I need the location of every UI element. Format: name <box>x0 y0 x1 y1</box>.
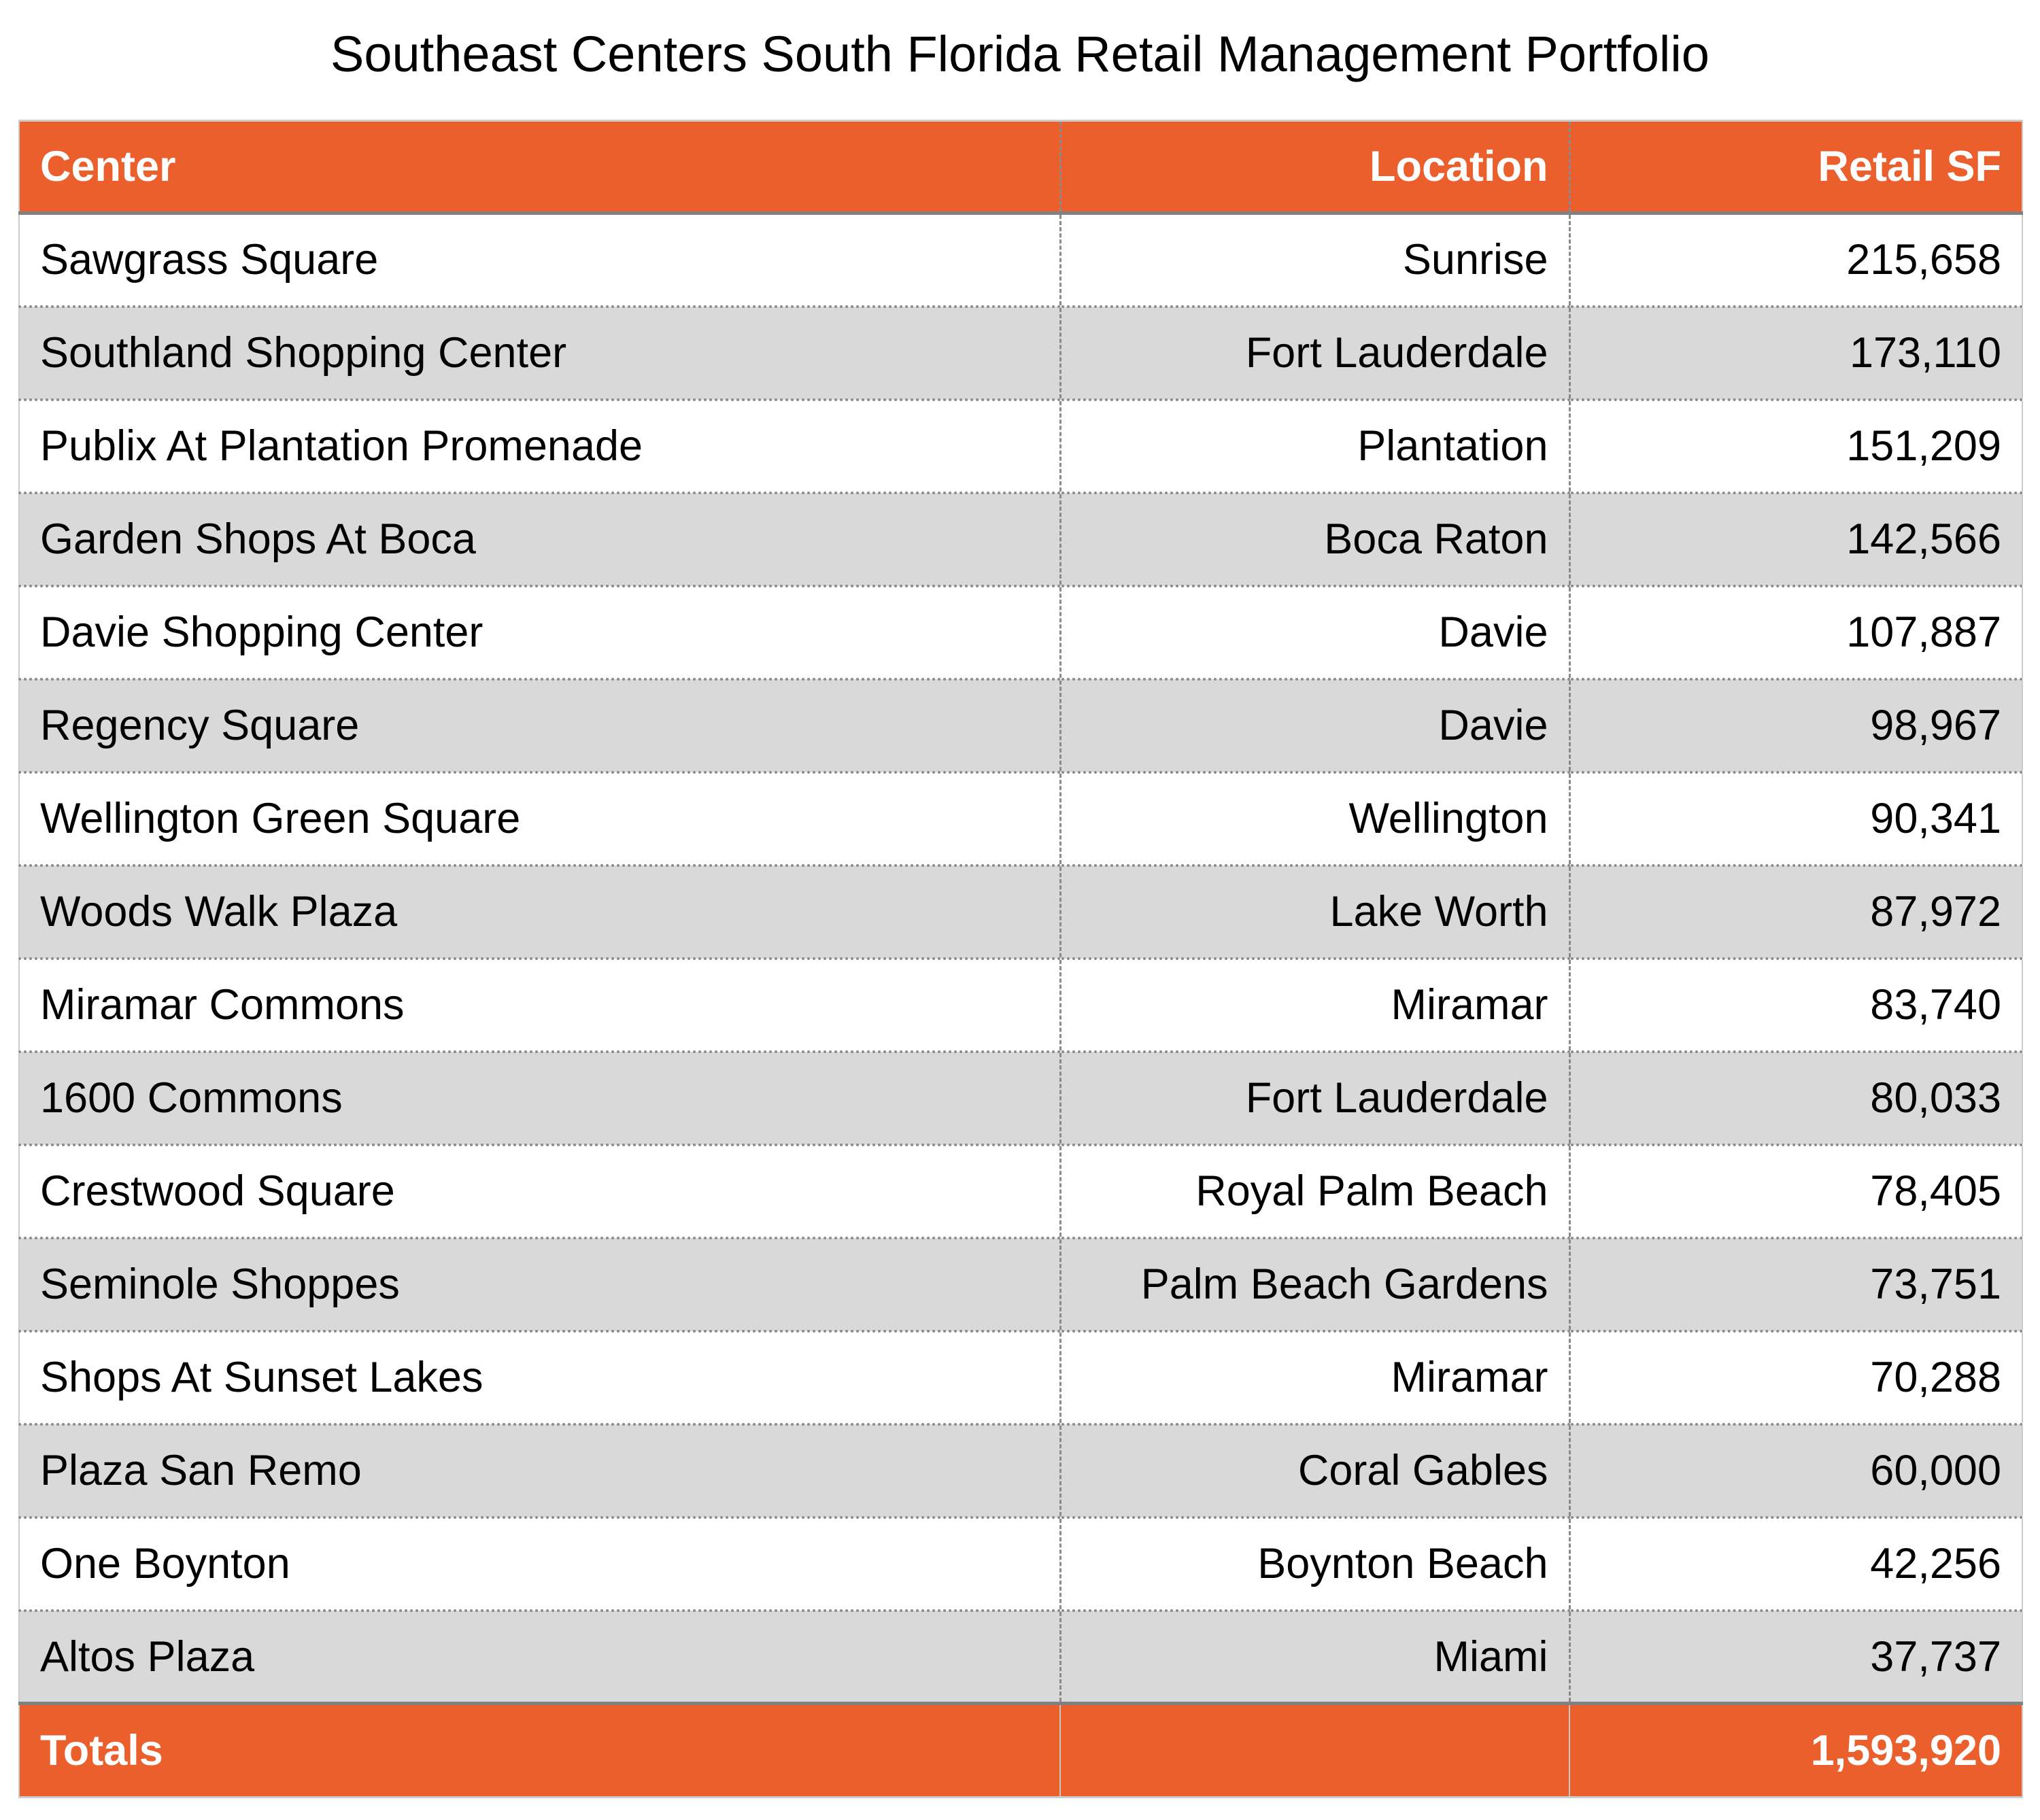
cell-retail-sf: 78,405 <box>1568 1143 2022 1238</box>
totals-retail-sf: 1,593,920 <box>1569 1702 2022 1798</box>
cell-retail-sf: 80,033 <box>1568 1050 2022 1145</box>
cell-center: Crestwood Square <box>19 1143 1060 1238</box>
cell-location: Davie <box>1059 584 1569 679</box>
table-row: Southland Shopping Center Fort Lauderdale… <box>19 305 2022 400</box>
cell-center: Southland Shopping Center <box>19 305 1060 400</box>
table-row: Seminole Shoppes Palm Beach Gardens 73,751 <box>19 1236 2022 1331</box>
cell-retail-sf: 107,887 <box>1568 584 2022 679</box>
cell-center: Regency Square <box>19 677 1060 772</box>
cell-retail-sf: 60,000 <box>1568 1422 2022 1517</box>
table-row: 1600 Commons Fort Lauderdale 80,033 <box>19 1050 2022 1145</box>
cell-retail-sf: 98,967 <box>1568 677 2022 772</box>
column-header-location: Location <box>1059 120 1569 215</box>
cell-center: Davie Shopping Center <box>19 584 1060 679</box>
cell-location: Coral Gables <box>1059 1422 1569 1517</box>
cell-center: Woods Walk Plaza <box>19 863 1060 959</box>
cell-location: Boca Raton <box>1059 491 1569 586</box>
cell-location: Davie <box>1059 677 1569 772</box>
cell-retail-sf: 73,751 <box>1568 1236 2022 1331</box>
column-header-center: Center <box>19 120 1060 215</box>
table-row: Miramar Commons Miramar 83,740 <box>19 957 2022 1052</box>
table-row: Sawgrass Square Sunrise 215,658 <box>19 211 2022 307</box>
cell-location: Fort Lauderdale <box>1059 1050 1569 1145</box>
table-row: Wellington Green Square Wellington 90,341 <box>19 770 2022 865</box>
cell-location: Miramar <box>1059 1329 1569 1424</box>
portfolio-table: Center Location Retail SF Sawgrass Squar… <box>18 120 2023 1798</box>
cell-retail-sf: 90,341 <box>1568 770 2022 865</box>
cell-location: Boynton Beach <box>1059 1515 1569 1611</box>
cell-center: One Boynton <box>19 1515 1060 1611</box>
table-row: One Boynton Boynton Beach 42,256 <box>19 1515 2022 1611</box>
cell-location: Plantation <box>1059 398 1569 493</box>
cell-center: Seminole Shoppes <box>19 1236 1060 1331</box>
cell-location: Palm Beach Gardens <box>1059 1236 1569 1331</box>
table-row: Publix At Plantation Promenade Plantation… <box>19 398 2022 493</box>
header-row: Center Location Retail SF <box>19 120 2022 215</box>
table-row: Davie Shopping Center Davie 107,887 <box>19 584 2022 679</box>
cell-location: Miami <box>1059 1609 1569 1704</box>
cell-retail-sf: 37,737 <box>1568 1609 2022 1704</box>
cell-retail-sf: 83,740 <box>1568 957 2022 1052</box>
cell-location: Lake Worth <box>1059 863 1569 959</box>
cell-retail-sf: 42,256 <box>1568 1515 2022 1611</box>
cell-retail-sf: 87,972 <box>1568 863 2022 959</box>
totals-location <box>1059 1702 1569 1798</box>
cell-center: Miramar Commons <box>19 957 1060 1052</box>
cell-retail-sf: 173,110 <box>1568 305 2022 400</box>
table-row: Shops At Sunset Lakes Miramar 70,288 <box>19 1329 2022 1424</box>
cell-center: Garden Shops At Boca <box>19 491 1060 586</box>
cell-retail-sf: 70,288 <box>1568 1329 2022 1424</box>
table-row: Altos Plaza Miami 37,737 <box>19 1609 2022 1704</box>
cell-center: Plaza San Remo <box>19 1422 1060 1517</box>
cell-center: Shops At Sunset Lakes <box>19 1329 1060 1424</box>
cell-retail-sf: 215,658 <box>1568 211 2022 307</box>
table-row: Woods Walk Plaza Lake Worth 87,972 <box>19 863 2022 959</box>
table-row: Crestwood Square Royal Palm Beach 78,405 <box>19 1143 2022 1238</box>
table-row: Regency Square Davie 98,967 <box>19 677 2022 772</box>
table-row: Garden Shops At Boca Boca Raton 142,566 <box>19 491 2022 586</box>
cell-retail-sf: 142,566 <box>1568 491 2022 586</box>
cell-location: Miramar <box>1059 957 1569 1052</box>
cell-location: Royal Palm Beach <box>1059 1143 1569 1238</box>
table-row: Plaza San Remo Coral Gables 60,000 <box>19 1422 2022 1517</box>
page-title: Southeast Centers South Florida Retail M… <box>330 26 1710 82</box>
cell-center: Sawgrass Square <box>19 211 1060 307</box>
cell-retail-sf: 151,209 <box>1568 398 2022 493</box>
totals-row: Totals 1,593,920 <box>19 1702 2022 1798</box>
cell-center: Publix At Plantation Promenade <box>19 398 1060 493</box>
cell-location: Wellington <box>1059 770 1569 865</box>
cell-center: 1600 Commons <box>19 1050 1060 1145</box>
totals-label: Totals <box>19 1702 1060 1798</box>
column-header-retail-sf: Retail SF <box>1568 120 2022 215</box>
cell-location: Fort Lauderdale <box>1059 305 1569 400</box>
cell-location: Sunrise <box>1059 211 1569 307</box>
cell-center: Altos Plaza <box>19 1609 1060 1704</box>
cell-center: Wellington Green Square <box>19 770 1060 865</box>
